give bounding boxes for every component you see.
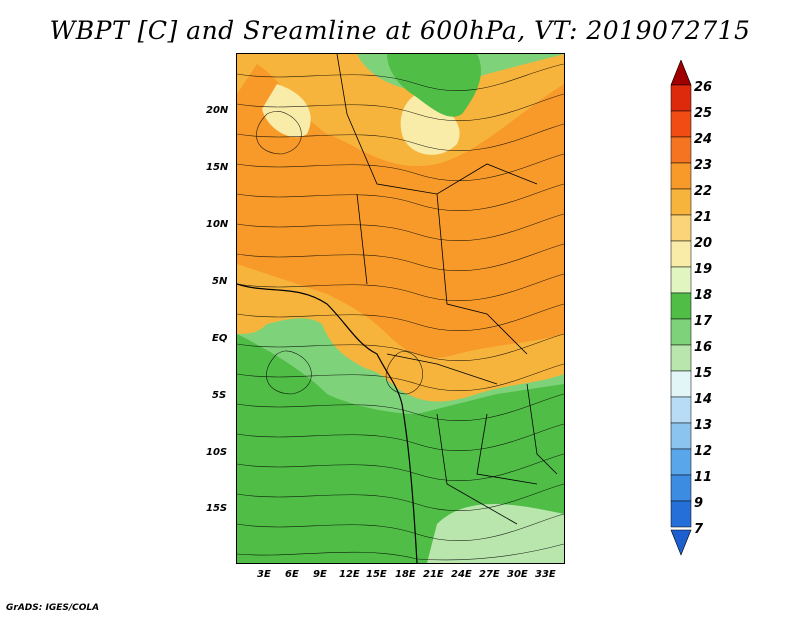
colorbar-label-16: 16 [694, 340, 713, 355]
colorbar [670, 60, 692, 556]
colorbar-swatch [670, 110, 692, 138]
colorbar-label-20: 20 [694, 236, 713, 251]
cool-region-light [427, 504, 564, 563]
colorbar-swatch [670, 214, 692, 242]
lon-label-21e: 21E [423, 569, 444, 580]
colorbar-swatch [670, 84, 692, 112]
lon-label-3e: 3E [257, 569, 271, 580]
warm-region-dark [237, 64, 564, 358]
colorbar-label-15: 15 [694, 366, 713, 381]
warm-region-light [262, 84, 460, 155]
lon-label-18e: 18E [395, 569, 416, 580]
colorbar-label-17: 17 [694, 314, 713, 329]
colorbar-swatch [670, 474, 692, 502]
lat-label-5n: 5N [212, 276, 228, 287]
colorbar-label-23: 23 [694, 158, 713, 173]
colorbar-swatch [670, 344, 692, 372]
lat-label-15s: 15S [206, 503, 228, 514]
lat-label-5s: 5S [212, 390, 227, 401]
lon-label-24e: 24E [451, 569, 472, 580]
coastline [237, 283, 418, 563]
streamlines [237, 63, 564, 561]
colorbar-swatch [670, 188, 692, 216]
colorbar-swatch [670, 136, 692, 164]
lon-label-30e: 30E [507, 569, 528, 580]
lat-label-10n: 10N [206, 219, 229, 230]
lon-label-27e: 27E [479, 569, 500, 580]
lat-label-eq: EQ [212, 333, 228, 344]
colorbar-swatch [670, 396, 692, 424]
colorbar-bottom-arrow [670, 529, 692, 556]
lon-label-15e: 15E [366, 569, 387, 580]
colorbar-label-12: 12 [694, 444, 713, 459]
lat-label-15n: 15N [206, 162, 229, 173]
colorbar-top-arrow [670, 60, 692, 86]
lon-label-12e: 12E [339, 569, 360, 580]
lon-label-6e: 6E [285, 569, 299, 580]
lon-label-9e: 9E [313, 569, 327, 580]
colorbar-swatches [670, 84, 692, 528]
colorbar-label-14: 14 [694, 392, 713, 407]
colorbar-label-19: 19 [694, 262, 713, 277]
plot-title: WBPT [C] and Sreamline at 600hPa, VT: 20… [49, 16, 751, 45]
colorbar-swatch [670, 318, 692, 346]
lat-label-10s: 10S [206, 447, 228, 458]
colorbar-swatch [670, 292, 692, 320]
colorbar-label-9: 9 [694, 496, 704, 511]
lon-label-33e: 33E [535, 569, 556, 580]
colorbar-label-13: 13 [694, 418, 713, 433]
colorbar-swatch [670, 240, 692, 268]
colorbar-swatch [670, 266, 692, 294]
colorbar-label-11: 11 [694, 470, 713, 485]
colorbar-label-21: 21 [694, 210, 713, 225]
country-borders [336, 54, 558, 525]
colorbar-label-7: 7 [694, 522, 704, 537]
colorbar-swatch [670, 370, 692, 398]
map-panel [236, 53, 565, 564]
colorbar-label-24: 24 [694, 132, 713, 147]
colorbar-label-18: 18 [694, 288, 713, 303]
cool-patch-north [387, 54, 482, 117]
colorbar-swatch [670, 422, 692, 450]
colorbar-swatch [670, 162, 692, 190]
colorbar-label-25: 25 [694, 106, 713, 121]
wbpt-streamline-map [237, 54, 564, 563]
grads-credit: GrADS: IGES/COLA [6, 603, 100, 613]
colorbar-swatch [670, 448, 692, 476]
colorbar-label-22: 22 [694, 184, 713, 199]
colorbar-label-26: 26 [694, 80, 713, 95]
lat-label-20n: 20N [206, 105, 229, 116]
colorbar-swatch [670, 500, 692, 528]
